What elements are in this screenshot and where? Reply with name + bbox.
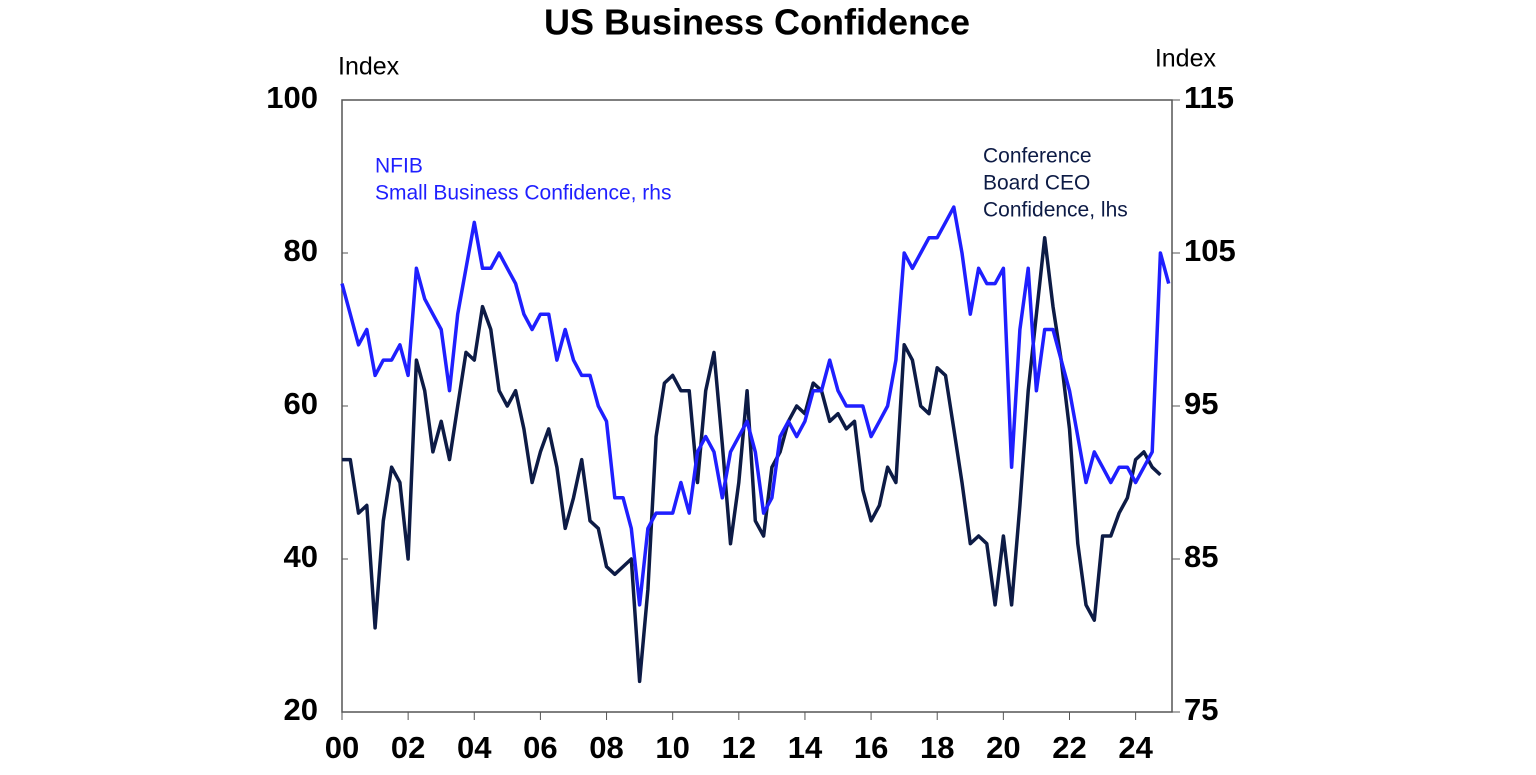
- y2-tick-label: 75: [1184, 692, 1218, 727]
- annotation: Small Business Confidence, rhs: [375, 182, 671, 205]
- y-axis-label: Index: [338, 53, 400, 81]
- y-tick-label: 100: [266, 80, 318, 115]
- annotation: Confidence, lhs: [983, 199, 1128, 222]
- series-line: [340, 205, 1171, 607]
- x-tick-label: 22: [1052, 730, 1086, 765]
- x-tick-label: 12: [722, 730, 756, 765]
- x-tick-label: 24: [1118, 730, 1153, 765]
- y-tick-label: 20: [284, 692, 318, 727]
- annotation: Conference: [983, 145, 1092, 168]
- x-tick-label: 14: [788, 730, 823, 765]
- x-tick-label: 06: [523, 730, 557, 765]
- x-tick-label: 00: [325, 730, 359, 765]
- y-tick-label: 80: [284, 233, 318, 268]
- y2-tick-label: 85: [1184, 539, 1218, 574]
- x-tick-label: 04: [457, 730, 492, 765]
- y-tick-label: 40: [284, 539, 318, 574]
- x-tick-label: 20: [986, 730, 1020, 765]
- x-tick-label: 16: [854, 730, 888, 765]
- x-tick-label: 08: [589, 730, 623, 765]
- series-line: [342, 235, 1162, 684]
- x-tick-label: 02: [391, 730, 425, 765]
- annotation: NFIB: [375, 155, 423, 178]
- x-tick-label: 18: [920, 730, 954, 765]
- y-tick-label: 60: [284, 386, 318, 421]
- annotation: Board CEO: [983, 172, 1090, 195]
- y2-axis-label: Index: [1155, 45, 1217, 73]
- x-tick-label: 10: [655, 730, 689, 765]
- y2-tick-label: 115: [1184, 80, 1234, 115]
- y2-tick-label: 105: [1184, 233, 1236, 268]
- y2-tick-label: 95: [1184, 386, 1218, 421]
- chart-title: US Business Confidence: [544, 2, 970, 43]
